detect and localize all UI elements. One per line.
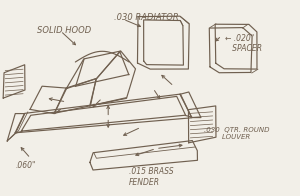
- Text: ← .020"
   SPACER: ← .020" SPACER: [225, 34, 262, 53]
- Text: .060": .060": [16, 161, 36, 170]
- Text: .030 RADIATOR: .030 RADIATOR: [114, 13, 179, 22]
- Text: SOLID HOOD: SOLID HOOD: [37, 26, 91, 35]
- Text: .015 BRASS
FENDER: .015 BRASS FENDER: [129, 167, 174, 187]
- Text: .030  QTR. ROUND
        LOUVER: .030 QTR. ROUND LOUVER: [204, 127, 269, 140]
